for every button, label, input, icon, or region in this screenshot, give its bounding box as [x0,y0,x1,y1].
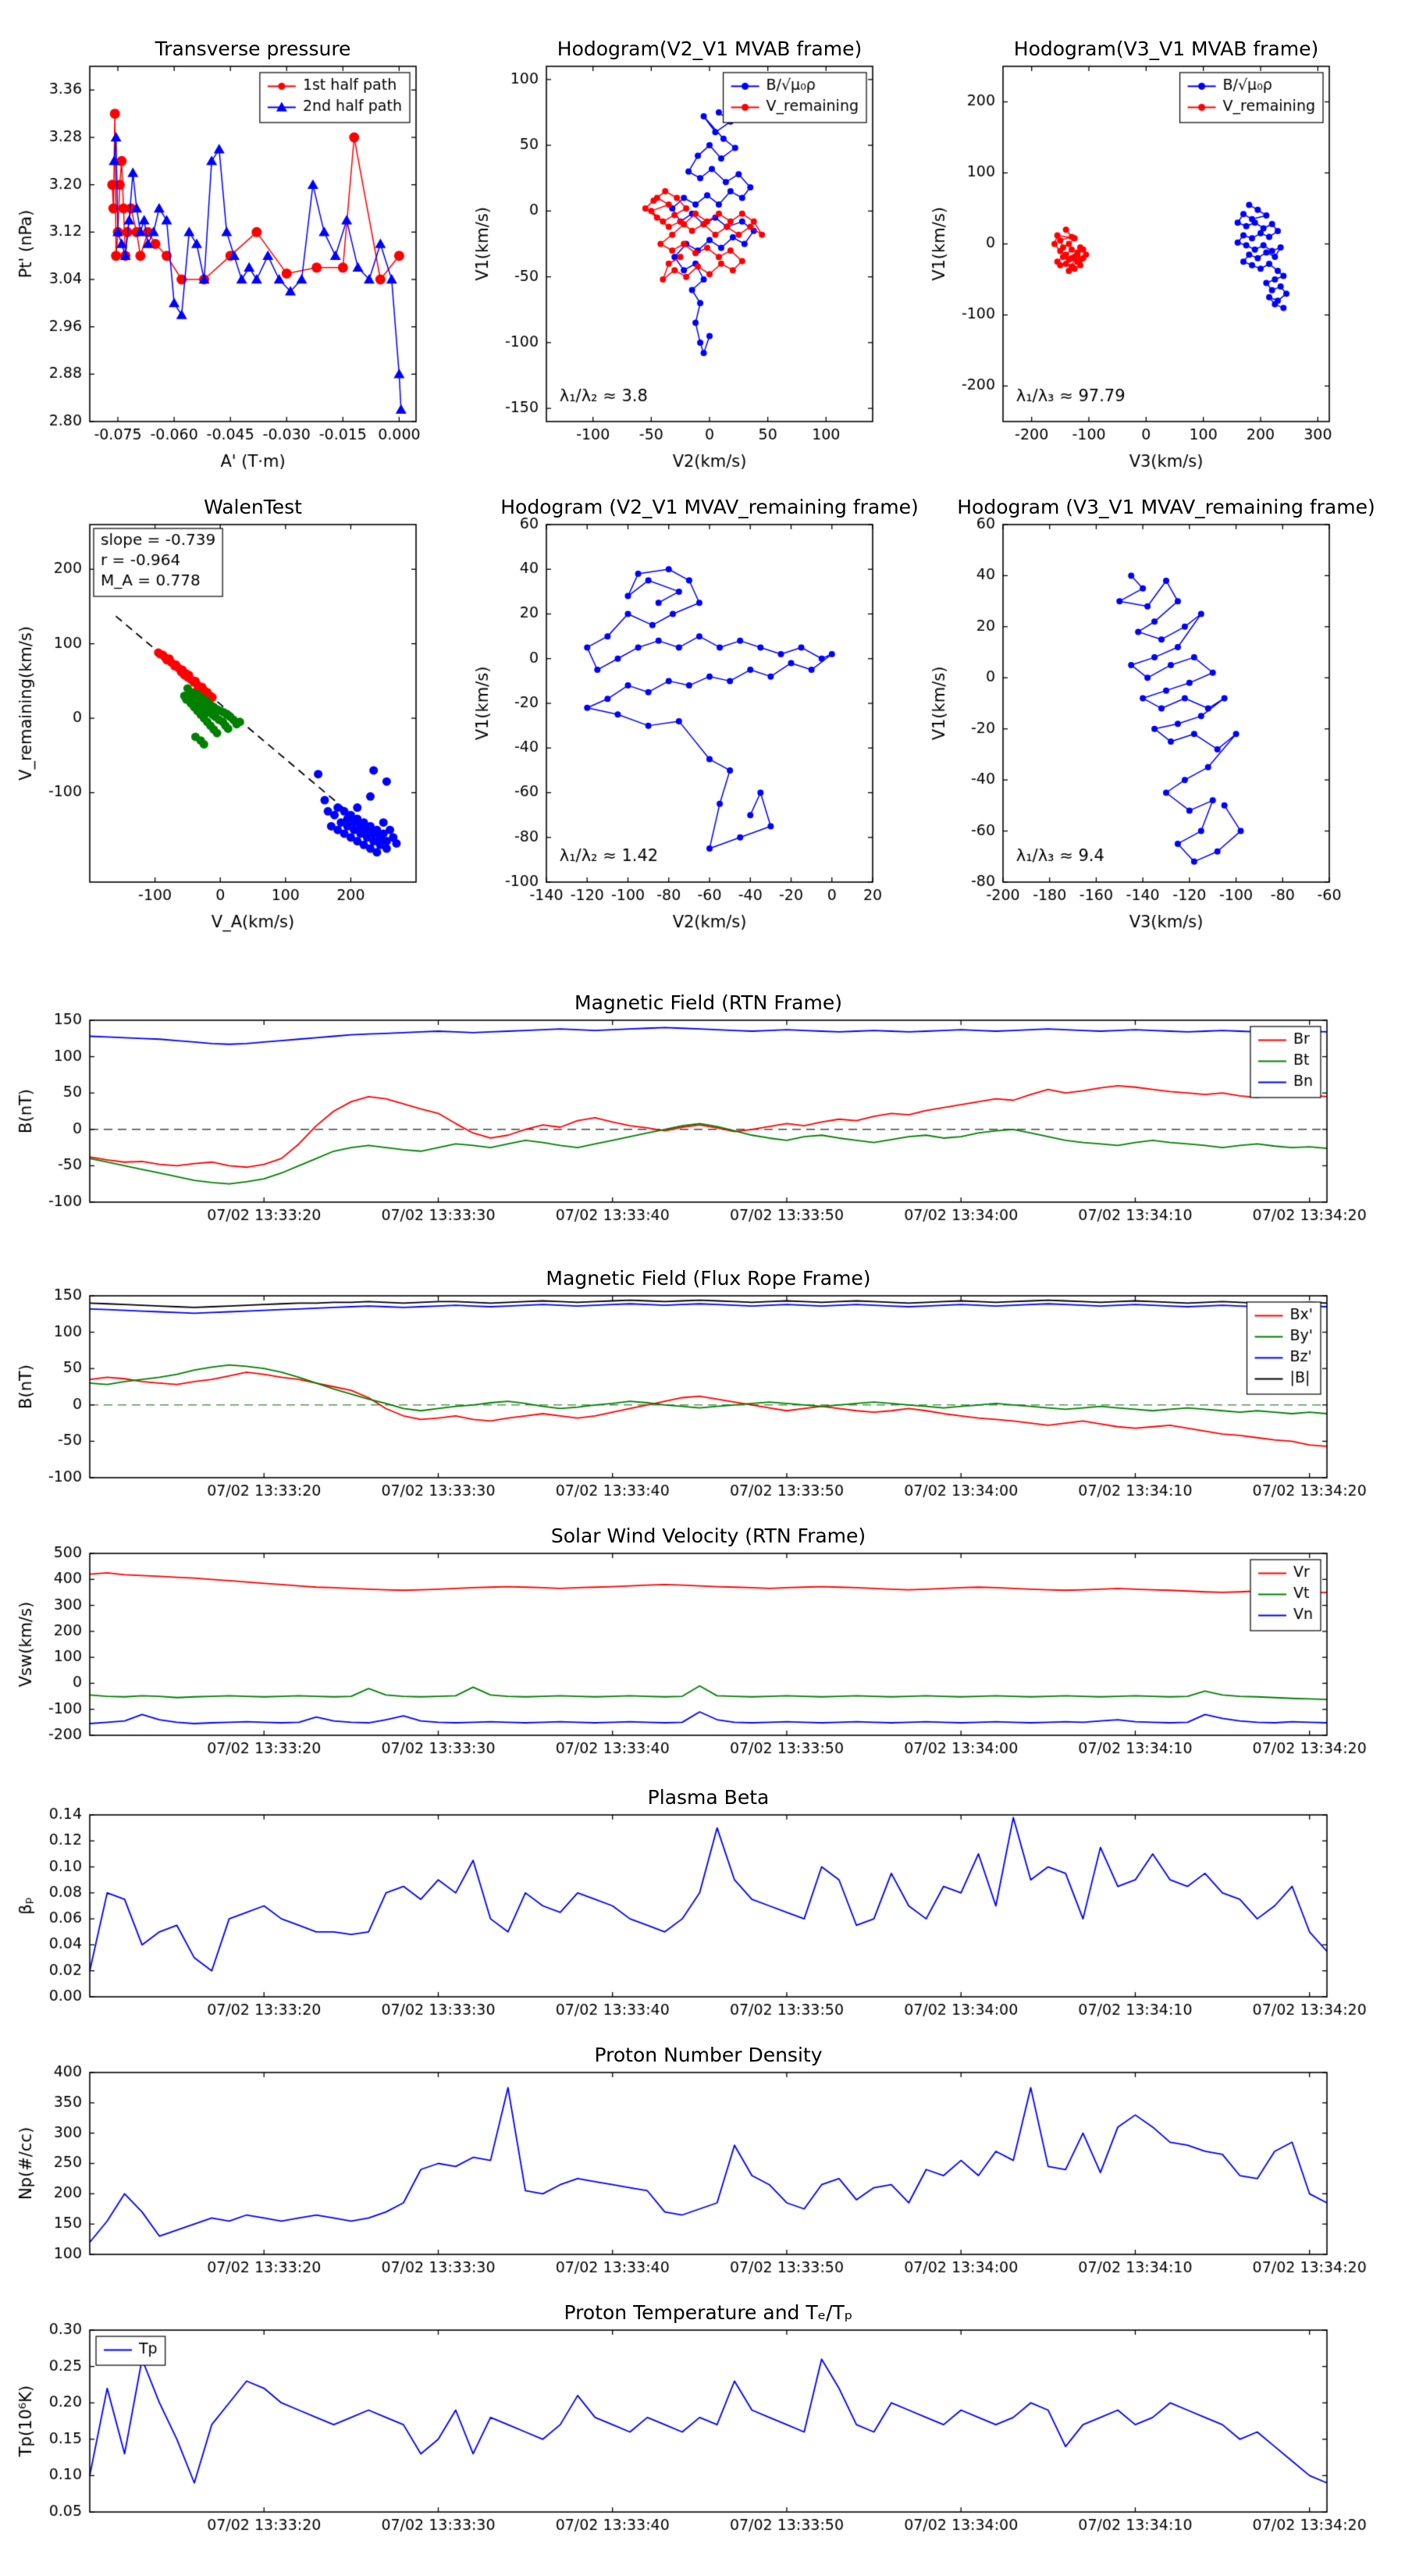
title-hodogram-v3v1-mvav: Hodogram (V3_V1 MVAV_remaining frame) [957,496,1375,518]
title-walen-test: WalenTest [204,496,302,518]
title-hodogram-v3v1-mvab: Hodogram(V3_V1 MVAB frame) [1013,37,1319,60]
title-plasma-beta: Plasma Beta [647,1786,770,1809]
title-magnetic-field-flux-rope: Magnetic Field (Flux Rope Frame) [546,1267,871,1290]
title-magnetic-field-rtn: Magnetic Field (RTN Frame) [574,991,842,1014]
title-hodogram-v2v1-mvab: Hodogram(V2_V1 MVAB frame) [557,37,863,60]
title-proton-number-density: Proton Number Density [594,2044,823,2066]
title-hodogram-v2v1-mvav: Hodogram (V2_V1 MVAV_remaining frame) [500,496,919,518]
title-solar-wind-velocity: Solar Wind Velocity (RTN Frame) [550,1525,866,1547]
title-proton-temperature: Proton Temperature and Tₑ/Tₚ [564,2301,853,2324]
title-transverse-pressure: Transverse pressure [155,37,351,60]
